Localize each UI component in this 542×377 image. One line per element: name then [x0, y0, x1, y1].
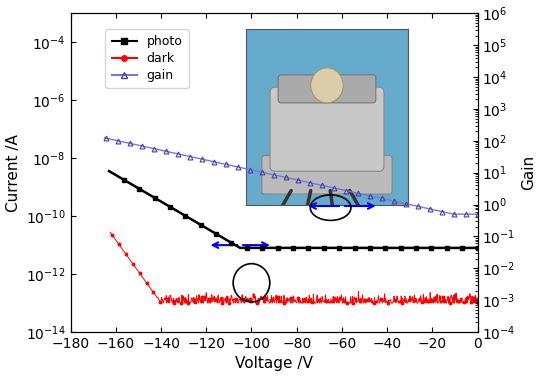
- X-axis label: Voltage /V: Voltage /V: [235, 356, 313, 371]
- Y-axis label: Current /A: Current /A: [5, 134, 21, 211]
- Legend: photo, dark, gain: photo, dark, gain: [105, 29, 189, 88]
- Y-axis label: Gain: Gain: [521, 155, 537, 190]
